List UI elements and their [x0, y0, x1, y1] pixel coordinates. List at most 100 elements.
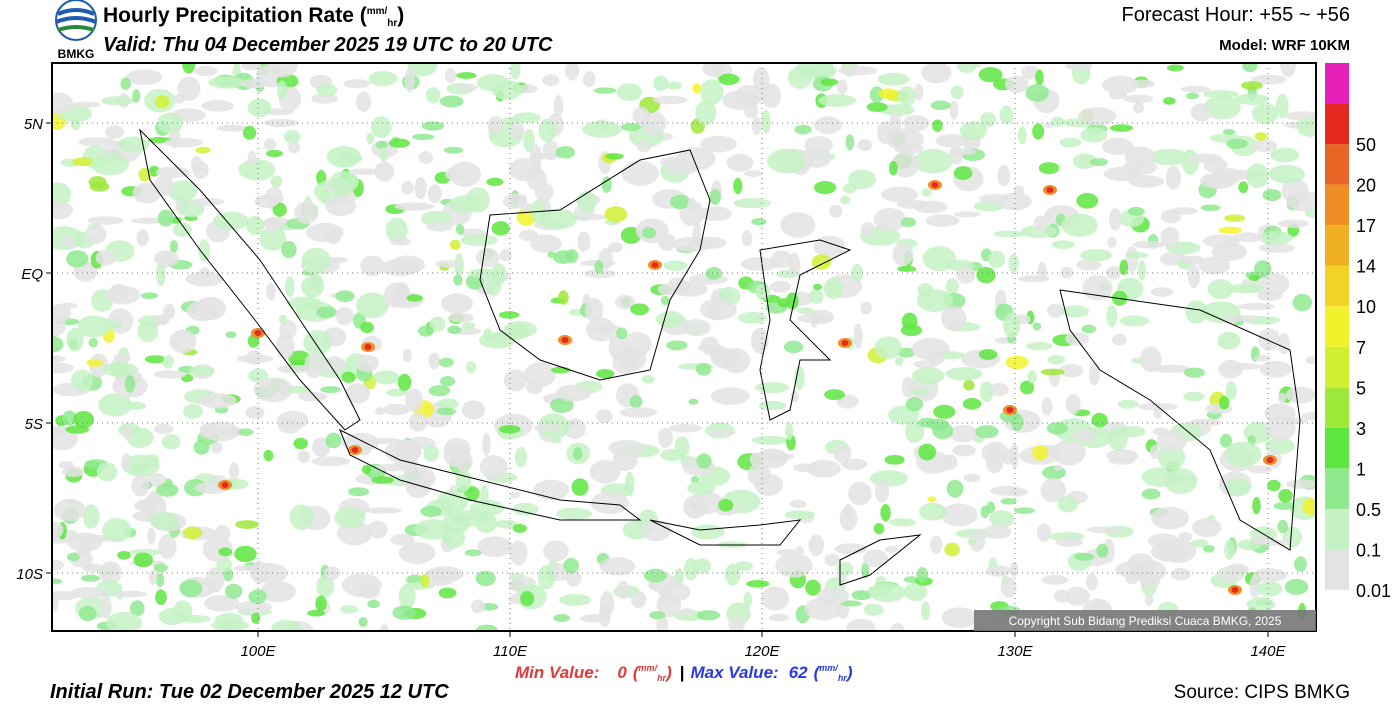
rain-cell: [834, 543, 867, 555]
legend-label: 0.01: [1356, 581, 1391, 601]
logo-text: BMKG: [58, 47, 95, 61]
rain-cell: [740, 257, 779, 271]
rain-cell: [414, 519, 452, 540]
rain-cell: [700, 135, 737, 153]
rain-cell: [199, 267, 211, 279]
rain-cell: [962, 397, 982, 410]
rain-cell: [70, 587, 108, 599]
rain-cell: [1267, 479, 1281, 492]
rain-cell: [780, 212, 816, 238]
rain-cell: [61, 466, 86, 478]
rain-cell: [455, 450, 473, 472]
rain-cell: [737, 311, 767, 324]
legend-label: 1: [1356, 459, 1366, 479]
rain-cell: [761, 109, 771, 134]
rain-cell: [1237, 302, 1276, 310]
rain-cell: [1102, 75, 1139, 95]
rain-cell: [418, 151, 434, 165]
rain-cell: [903, 576, 919, 583]
rain-cell: [679, 608, 695, 615]
rain-cell: [189, 365, 216, 376]
rain-cell: [604, 206, 628, 223]
rain-cell: [265, 149, 283, 158]
rain-cell: [278, 418, 301, 434]
rain-cell: [1162, 97, 1176, 105]
rain-cell: [155, 573, 165, 588]
rain-cell: [1072, 428, 1096, 443]
precipitation-field: [52, 63, 1316, 631]
rain-cell: [877, 72, 910, 86]
rain-cell: [355, 354, 379, 372]
rain-cell: [325, 432, 342, 449]
rain-cell: [559, 594, 592, 606]
rain-cell: [783, 340, 804, 354]
rain-cell: [768, 613, 790, 622]
rain-cell: [518, 229, 539, 242]
rain-cell: [268, 218, 278, 229]
rain-cell: [1170, 567, 1191, 581]
rain-cell: [278, 314, 288, 324]
rain-cell: [1304, 208, 1316, 218]
rain-cell: [1273, 501, 1296, 510]
rain-cell: [533, 423, 561, 433]
rain-cell: [260, 580, 296, 603]
rain-cell: [126, 427, 154, 448]
rain-cell: [785, 422, 794, 441]
forecast-hour: Forecast Hour: +55 ~ +56: [1122, 4, 1350, 26]
rain-cell: [746, 580, 770, 588]
rain-cell: [728, 615, 745, 631]
rain-cell: [52, 355, 66, 363]
rain-cell: [1224, 441, 1262, 467]
rain-cell: [1252, 496, 1261, 515]
rain-cell: [1090, 158, 1108, 167]
copyright-box: [974, 610, 1316, 631]
rain-cell: [428, 352, 440, 370]
rain-cell: [688, 398, 699, 405]
rain-core: [221, 482, 229, 488]
rain-cell: [963, 473, 981, 483]
rain-cell: [475, 570, 496, 587]
rain-cell: [146, 472, 167, 487]
rain-cell: [641, 226, 657, 239]
rain-cell: [1000, 498, 1017, 505]
legend-label: 5: [1356, 378, 1366, 398]
rain-cell: [837, 79, 848, 95]
rain-cell: [1257, 290, 1283, 302]
rain-cell: [1017, 126, 1027, 145]
rain-cell: [322, 356, 346, 374]
rain-cell: [558, 290, 569, 305]
rain-core: [1266, 457, 1274, 463]
rain-cell: [436, 398, 459, 410]
rain-cell: [873, 523, 885, 535]
rain-cell: [577, 190, 597, 214]
rain-cell: [862, 549, 889, 568]
rain-cell: [1150, 287, 1174, 297]
rain-cell: [563, 557, 579, 574]
rain-cell: [843, 503, 853, 521]
rain-cell: [1010, 443, 1019, 469]
rain-cell: [833, 443, 852, 464]
rain-cell: [367, 599, 380, 609]
rain-cell: [593, 87, 617, 94]
rain-cell: [479, 455, 508, 479]
valid-time: Valid: Thu 04 December 2025 19 UTC to 20…: [103, 34, 553, 56]
min-unit-den: hr: [657, 673, 666, 683]
rain-cell: [406, 294, 423, 302]
rain-cell: [584, 297, 604, 323]
rain-cell: [498, 424, 521, 434]
rain-cell: [358, 617, 368, 627]
legend-label: 7: [1356, 338, 1366, 358]
rain-cell: [311, 456, 351, 467]
rain-cell: [172, 222, 192, 237]
rain-cell: [52, 559, 64, 571]
rain-cell: [550, 397, 574, 413]
rain-cell: [428, 385, 451, 397]
rain-cell: [932, 422, 954, 440]
rain-cell: [325, 229, 342, 244]
rain-cell: [392, 605, 416, 620]
rain-cell: [524, 362, 556, 388]
rain-cell: [660, 156, 681, 168]
rain-cell: [1222, 128, 1236, 135]
rain-cell: [475, 624, 498, 631]
rain-cell: [443, 146, 464, 154]
